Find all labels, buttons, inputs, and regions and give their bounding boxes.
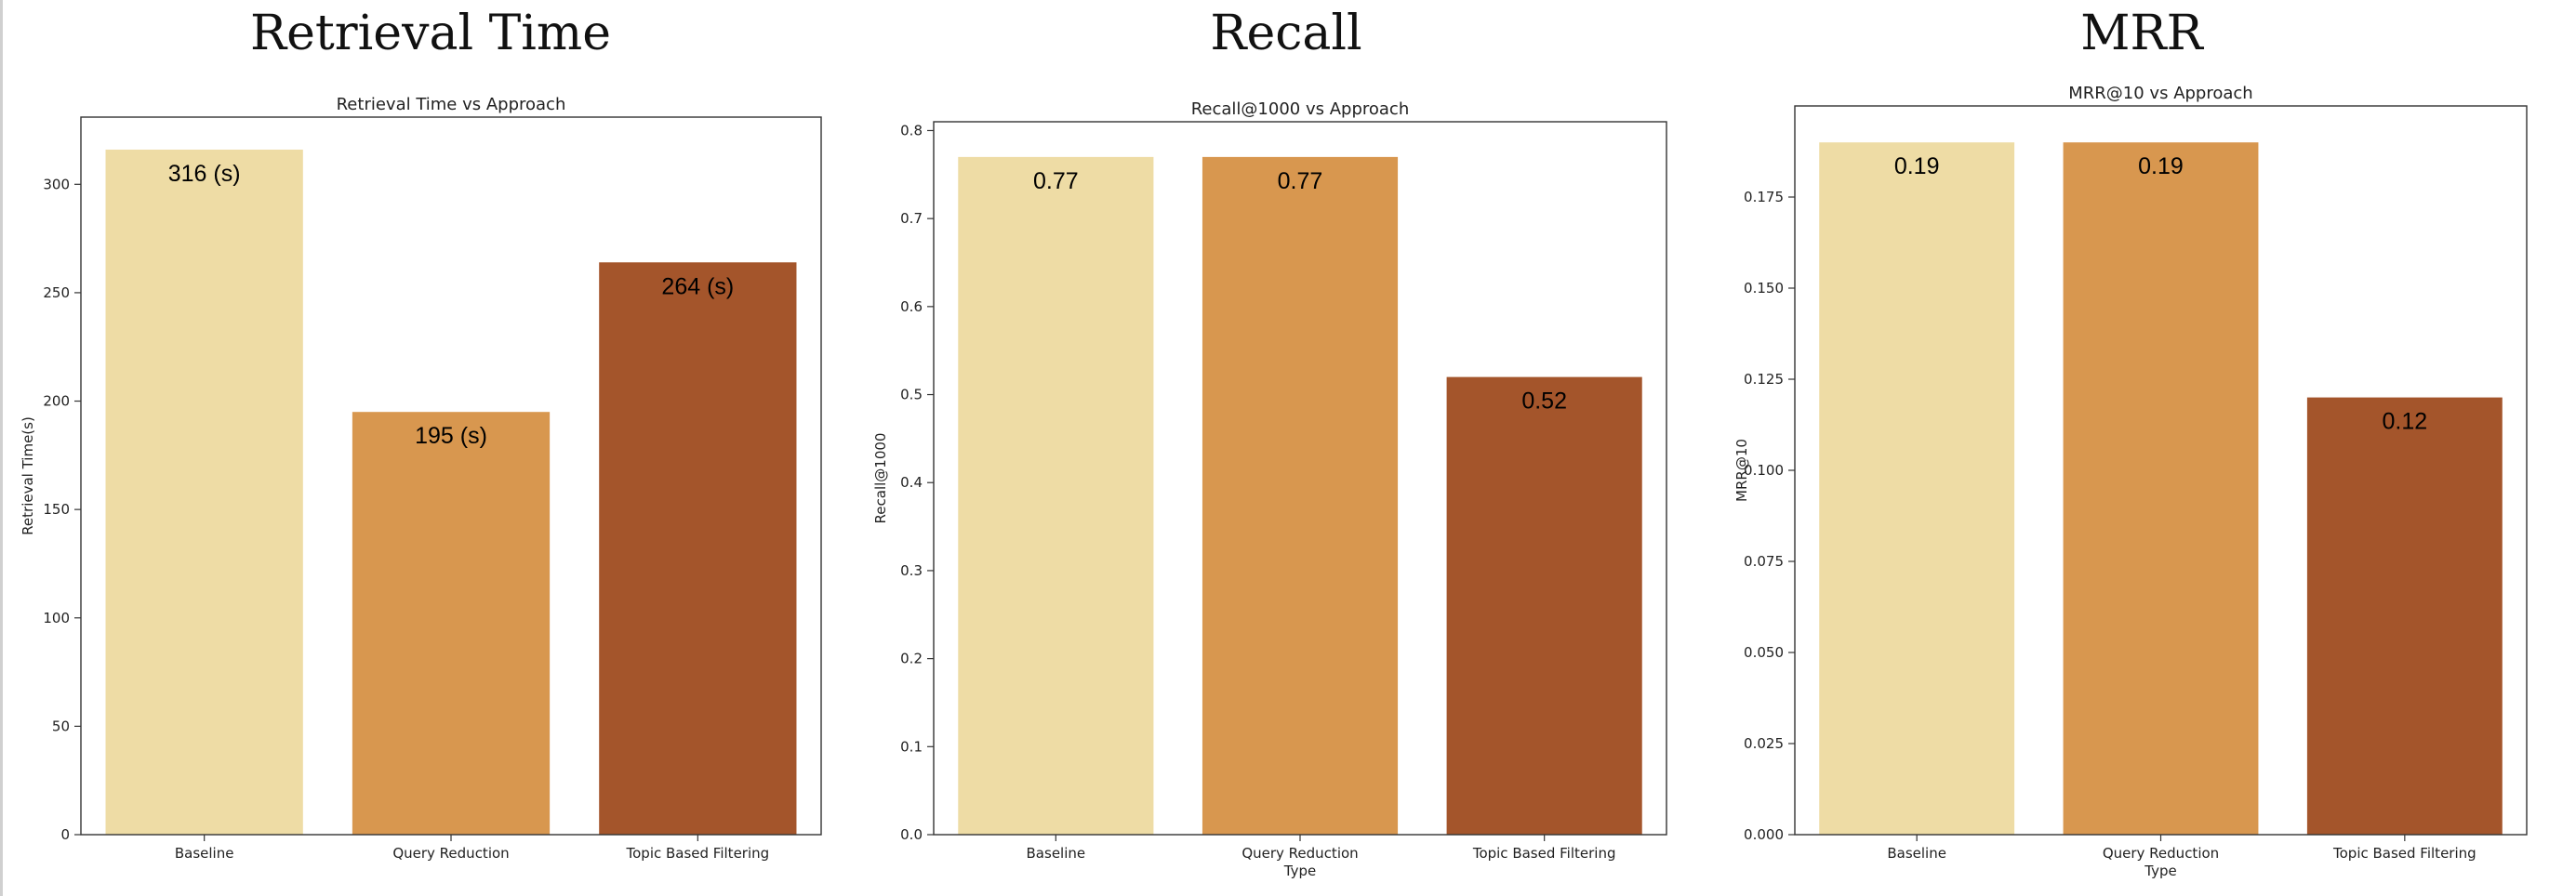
y-tick-label: 0.125 [1744,371,1784,388]
y-axis-label: Recall@1000 [872,433,889,524]
y-tick-label: 0.1 [900,738,923,755]
y-tick-label: 0.175 [1744,189,1784,205]
y-tick-label: 200 [43,393,70,410]
x-tick-label: Topic Based Filtering [1472,845,1616,862]
y-axis-label: MRR@10 [1733,439,1750,502]
bar-baseline [958,156,1154,836]
data-label: 316 (s) [168,161,241,187]
bar-topic-based-filtering [1446,376,1642,835]
y-tick-label: 0.000 [1744,826,1784,843]
x-tick-label: Baseline [175,845,234,862]
x-tick-label: Topic Based Filtering [2332,845,2476,862]
bar-baseline [1819,142,2015,835]
chart-title: Recall@1000 vs Approach [1191,99,1410,119]
bar-baseline [105,149,303,836]
y-tick-label: 0.025 [1744,735,1784,752]
y-axis-label: Retrieval Time(s) [20,416,36,535]
recall-chart: Recall@1000 vs Approach 0.77 0.77 0.52 0.0 0.… [872,99,1667,879]
y-tick-label: 0.8 [900,122,923,138]
x-axis-label: Type [1283,863,1316,879]
bar-topic-based-filtering [2306,397,2503,835]
y-tick-label: 0.3 [900,562,923,579]
data-label: 264 (s) [661,273,734,299]
data-label: 0.19 [1894,153,1940,179]
panel-heading: MRR [2080,6,2203,61]
y-tick-label: 0.0 [900,826,923,843]
retrieval-time-panel: Retrieval Time Retrieval Time vs Approac… [3,0,858,896]
retrieval-time-chart: Retrieval Time vs Approach 316 (s) 195 (s)… [20,95,822,862]
data-label: 0.77 [1033,168,1079,194]
bar-topic-based-filtering [599,262,797,835]
panel-heading: Recall [1210,6,1362,61]
y-tick-label: 0.075 [1744,553,1784,570]
mrr-chart: MRR@10 vs Approach 0.19 0.19 0.12 0.000 0.025… [1733,84,2528,879]
bar-query-reduction [1202,156,1399,836]
y-tick-label: 0.150 [1744,280,1784,296]
y-tick-label: 150 [43,501,70,518]
panel-heading: Retrieval Time [249,6,612,61]
y-tick-label: 0.4 [900,474,923,491]
y-tick-label: 0.2 [900,651,923,667]
x-tick-label: Baseline [1027,845,1086,862]
x-tick-label: Query Reduction [2103,845,2219,862]
y-tick-label: 50 [52,718,70,734]
data-label: 0.12 [2382,409,2427,435]
x-tick-label: Baseline [1887,845,1946,862]
y-tick-label: 0 [60,826,70,843]
y-tick-label: 100 [43,610,70,626]
data-label: 0.19 [2138,153,2184,179]
x-tick-label: Query Reduction [392,845,509,862]
chart-title: MRR@10 vs Approach [2068,84,2252,103]
y-tick-label: 0.7 [900,210,923,227]
y-tick-label: 0.100 [1744,462,1784,479]
y-tick-label: 300 [43,176,70,192]
data-label: 0.52 [1521,389,1567,415]
x-tick-label: Query Reduction [1242,845,1358,862]
chart-title: Retrieval Time vs Approach [337,95,566,114]
bar-query-reduction [2063,142,2259,835]
recall-panel: Recall Recall@1000 vs Approach 0.77 0.77 0.… [858,0,1714,896]
bar-query-reduction [352,412,551,835]
data-label: 0.77 [1278,168,1323,194]
y-tick-label: 250 [43,284,70,301]
y-tick-label: 0.050 [1744,644,1784,661]
y-tick-label: 0.6 [900,298,923,315]
data-label: 195 (s) [415,423,487,449]
x-axis-label: Type [2144,863,2176,879]
mrr-panel: MRR MRR@10 vs Approach 0.19 0.19 0.12 0.000 0… [1714,0,2569,896]
y-tick-label: 0.5 [900,387,923,403]
x-tick-label: Topic Based Filtering [626,845,770,862]
